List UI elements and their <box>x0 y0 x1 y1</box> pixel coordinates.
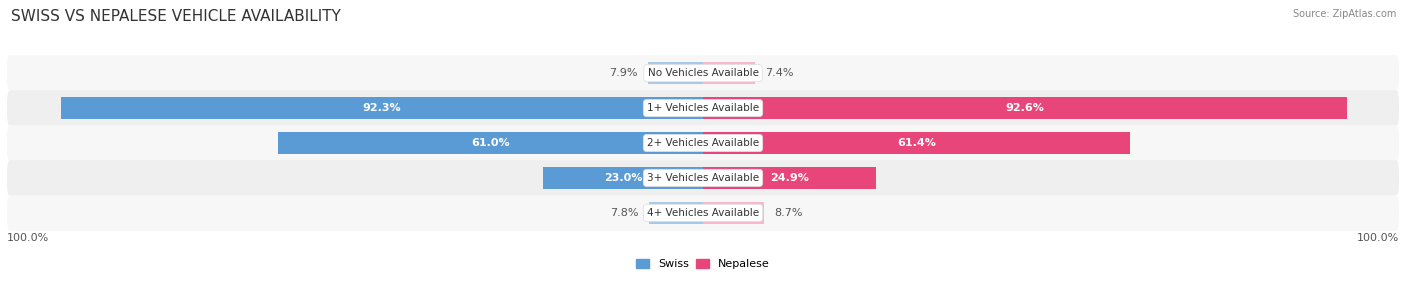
Bar <box>648 202 703 224</box>
Text: 24.9%: 24.9% <box>770 173 808 183</box>
Bar <box>703 167 876 189</box>
Bar <box>703 202 763 224</box>
Text: 92.6%: 92.6% <box>1005 103 1045 113</box>
Text: Source: ZipAtlas.com: Source: ZipAtlas.com <box>1292 9 1396 19</box>
Text: 92.3%: 92.3% <box>363 103 401 113</box>
FancyBboxPatch shape <box>7 160 1399 196</box>
FancyBboxPatch shape <box>7 55 1399 91</box>
Bar <box>60 97 703 119</box>
Text: 100.0%: 100.0% <box>1357 233 1399 243</box>
Bar <box>703 132 1130 154</box>
Bar <box>278 132 703 154</box>
Bar <box>648 62 703 84</box>
Text: 100.0%: 100.0% <box>7 233 49 243</box>
Text: 61.0%: 61.0% <box>471 138 510 148</box>
Text: 8.7%: 8.7% <box>773 208 803 218</box>
Bar <box>703 97 1347 119</box>
Text: 23.0%: 23.0% <box>603 173 643 183</box>
Bar <box>703 62 755 84</box>
Text: 3+ Vehicles Available: 3+ Vehicles Available <box>647 173 759 183</box>
Text: No Vehicles Available: No Vehicles Available <box>648 68 758 78</box>
Text: 1+ Vehicles Available: 1+ Vehicles Available <box>647 103 759 113</box>
FancyBboxPatch shape <box>7 125 1399 161</box>
Text: SWISS VS NEPALESE VEHICLE AVAILABILITY: SWISS VS NEPALESE VEHICLE AVAILABILITY <box>11 9 342 23</box>
Text: 7.9%: 7.9% <box>609 68 637 78</box>
Bar <box>543 167 703 189</box>
Text: 7.4%: 7.4% <box>765 68 793 78</box>
Text: 2+ Vehicles Available: 2+ Vehicles Available <box>647 138 759 148</box>
Text: 61.4%: 61.4% <box>897 138 936 148</box>
FancyBboxPatch shape <box>7 90 1399 126</box>
FancyBboxPatch shape <box>7 195 1399 231</box>
Text: 7.8%: 7.8% <box>610 208 638 218</box>
Text: 4+ Vehicles Available: 4+ Vehicles Available <box>647 208 759 218</box>
Legend: Swiss, Nepalese: Swiss, Nepalese <box>636 259 770 269</box>
